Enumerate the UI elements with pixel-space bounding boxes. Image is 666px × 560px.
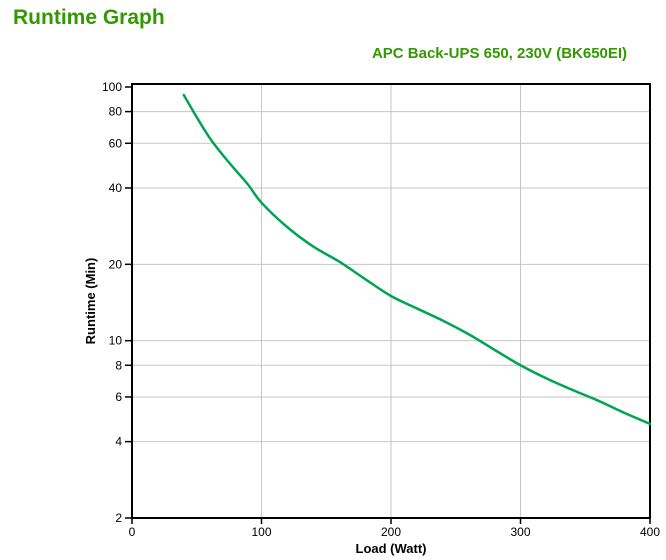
runtime-curve [182, 93, 652, 426]
y-tick-label: 4 [115, 435, 122, 449]
x-tick-label: 400 [640, 525, 660, 539]
y-tick-label: 60 [109, 136, 123, 150]
chart-subtitle: APC Back-UPS 650, 230V (BK650EI) [371, 45, 628, 62]
y-tick-label: 20 [109, 257, 123, 271]
page-title: Runtime Graph [13, 6, 165, 29]
y-tick-label: 80 [109, 105, 123, 119]
x-axis-title: Load (Watt) [356, 541, 427, 556]
x-tick-label: 300 [510, 525, 530, 539]
y-tick-label: 100 [102, 80, 122, 94]
x-tick-label: 0 [129, 525, 136, 539]
y-tick-label: 2 [115, 511, 122, 525]
y-tick-label: 6 [115, 390, 122, 404]
y-tick-label: 40 [109, 181, 123, 195]
x-tick-label: 100 [251, 525, 271, 539]
y-tick-label: 8 [115, 358, 122, 372]
y-axis-title: Runtime (Min) [83, 258, 98, 345]
y-tick-label: 10 [109, 334, 123, 348]
x-tick-label: 200 [381, 525, 401, 539]
